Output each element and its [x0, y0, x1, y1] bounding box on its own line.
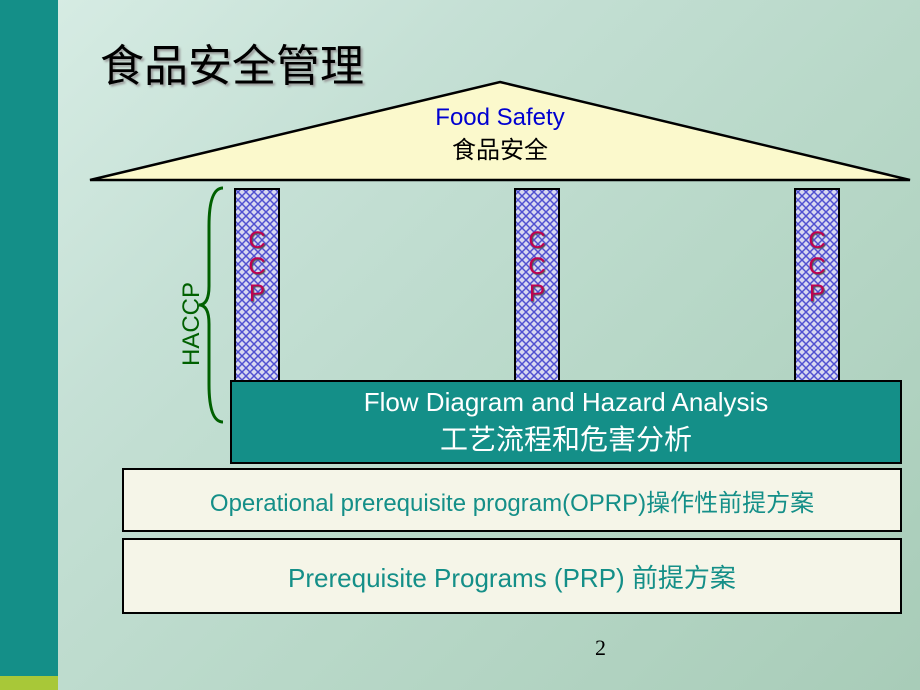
roof-label-cn: 食品安全 — [86, 130, 914, 165]
pillar-3: CCP — [794, 188, 840, 386]
oprp-label: Operational prerequisite program(OPRP)操作… — [124, 483, 900, 518]
prp-layer: Prerequisite Programs (PRP) 前提方案 — [122, 538, 902, 614]
prp-label: Prerequisite Programs (PRP) 前提方案 — [124, 558, 900, 595]
pillar-label: CCP — [234, 228, 280, 307]
oprp-layer: Operational prerequisite program(OPRP)操作… — [122, 468, 902, 532]
flow-label-en: Flow Diagram and Hazard Analysis — [232, 387, 900, 418]
sidebar-accent — [0, 0, 58, 690]
pillar-label: CCP — [514, 228, 560, 307]
roof-label-en: Food Safety — [86, 104, 914, 132]
pillar-label: CCP — [794, 228, 840, 307]
flow-layer: Flow Diagram and Hazard Analysis 工艺流程和危害… — [230, 380, 902, 464]
page-number: 2 — [595, 635, 606, 661]
flow-label-cn: 工艺流程和危害分析 — [232, 418, 900, 458]
corner-accent — [0, 676, 58, 690]
haccp-label: HACCP — [178, 282, 206, 366]
temple-roof: Food Safety 食品安全 — [86, 80, 914, 184]
slide: 食品安全管理 Food Safety 食品安全 CCP CCP CCP HACC… — [0, 0, 920, 690]
roof-text: Food Safety 食品安全 — [86, 104, 914, 165]
pillar-1: CCP — [234, 188, 280, 386]
pillar-2: CCP — [514, 188, 560, 386]
